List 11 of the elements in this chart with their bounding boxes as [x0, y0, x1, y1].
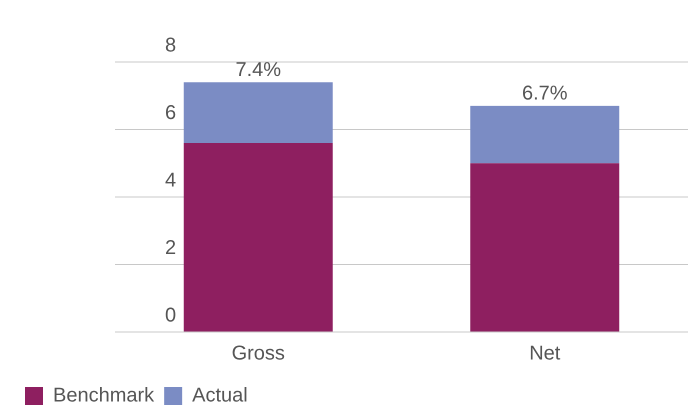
total-label: 6.7%: [522, 82, 568, 104]
x-tick-label: Gross: [232, 342, 285, 365]
legend-label: Benchmark: [53, 384, 156, 407]
y-tick-label: 2: [165, 237, 176, 260]
y-tick-label: 8: [165, 34, 176, 57]
y-tick-label: 4: [165, 170, 176, 192]
x-tick-label: Net: [529, 342, 561, 365]
y-tick-label: 6: [165, 102, 176, 124]
legend-label: Actual: [192, 384, 248, 407]
y-tick-label: 0: [165, 304, 176, 327]
total-label: 7.4%: [235, 58, 282, 81]
